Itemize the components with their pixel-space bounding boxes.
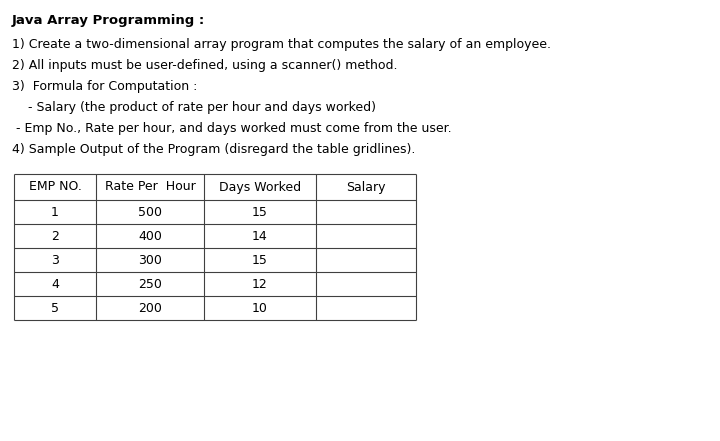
- Text: 1: 1: [51, 206, 59, 218]
- Text: 5: 5: [51, 302, 59, 314]
- Text: 250: 250: [138, 277, 162, 291]
- Text: 2: 2: [51, 229, 59, 243]
- Text: 12: 12: [252, 277, 268, 291]
- Text: 500: 500: [138, 206, 162, 218]
- Text: Java Array Programming :: Java Array Programming :: [12, 14, 205, 27]
- Text: 2) All inputs must be user-defined, using a scanner() method.: 2) All inputs must be user-defined, usin…: [12, 59, 397, 72]
- Text: 200: 200: [138, 302, 162, 314]
- Text: - Salary (the product of rate per hour and days worked): - Salary (the product of rate per hour a…: [12, 101, 376, 114]
- Text: EMP NO.: EMP NO.: [29, 180, 81, 194]
- Text: 10: 10: [252, 302, 268, 314]
- Text: 4: 4: [51, 277, 59, 291]
- Text: 15: 15: [252, 206, 268, 218]
- Text: - Emp No., Rate per hour, and days worked must come from the user.: - Emp No., Rate per hour, and days worke…: [12, 122, 451, 135]
- Text: Rate Per  Hour: Rate Per Hour: [104, 180, 195, 194]
- Text: 3)  Formula for Computation :: 3) Formula for Computation :: [12, 80, 197, 93]
- Text: 4) Sample Output of the Program (disregard the table gridlines).: 4) Sample Output of the Program (disrega…: [12, 143, 415, 156]
- Text: 15: 15: [252, 254, 268, 266]
- Text: 400: 400: [138, 229, 162, 243]
- Text: Days Worked: Days Worked: [219, 180, 301, 194]
- Text: Salary: Salary: [346, 180, 386, 194]
- Text: 3: 3: [51, 254, 59, 266]
- Text: 1) Create a two-dimensional array program that computes the salary of an employe: 1) Create a two-dimensional array progra…: [12, 38, 551, 51]
- Text: 300: 300: [138, 254, 162, 266]
- Text: 14: 14: [252, 229, 268, 243]
